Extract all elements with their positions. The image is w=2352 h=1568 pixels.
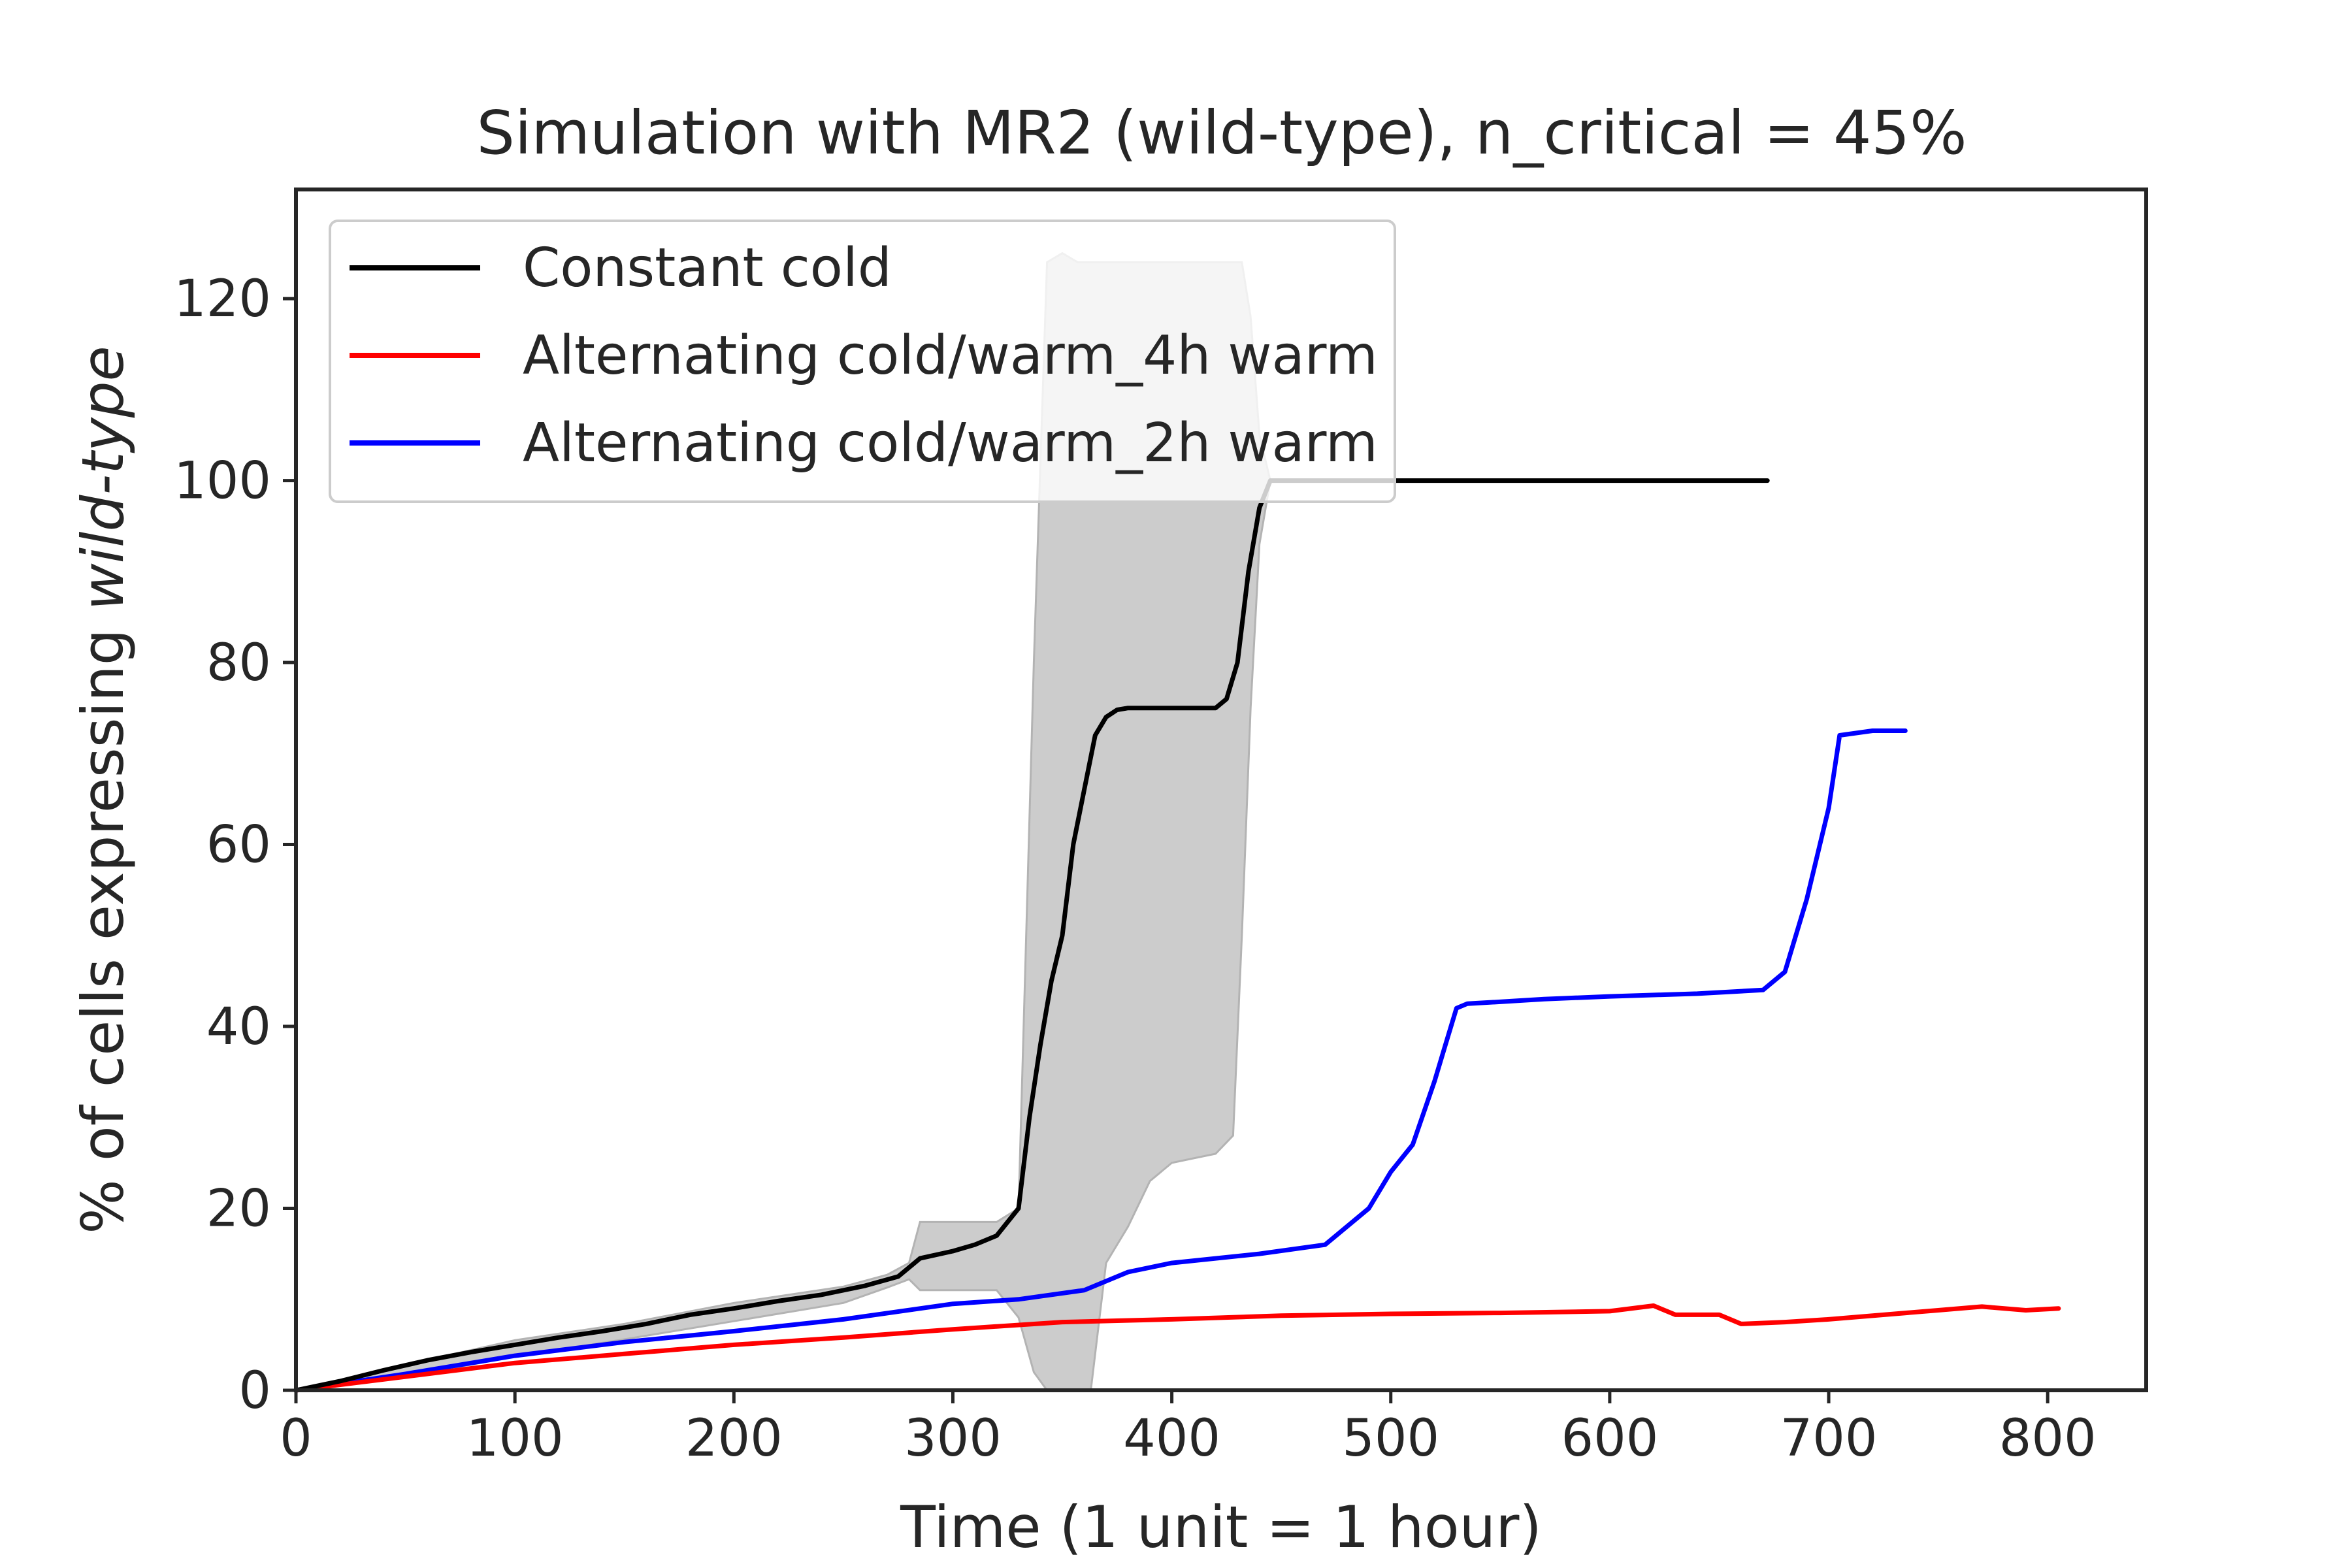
- y-axis-label-prefix: % of cells expressing: [69, 610, 137, 1233]
- x-tick-label: 0: [280, 1409, 312, 1468]
- y-axis-label-italic: wild-type: [69, 346, 137, 610]
- y-tick-label: 20: [206, 1180, 271, 1239]
- y-tick-label: 120: [174, 270, 271, 329]
- plot-area: [293, 252, 2061, 1393]
- y-tick-label: 100: [174, 452, 271, 511]
- x-axis: 0 100 200 300 400 500 600 700 800: [280, 1390, 2097, 1468]
- series-line-2: [293, 728, 1908, 1393]
- y-tick-label: 60: [206, 816, 271, 875]
- legend: Constant cold Alternating cold/warm_4h wa…: [329, 220, 1396, 503]
- series-line-1: [293, 1303, 2061, 1393]
- chart-title: Simulation with MR2 (wild-type), n_criti…: [476, 98, 1967, 168]
- series-layer: [293, 478, 2061, 1393]
- y-tick-label: 0: [238, 1362, 271, 1420]
- y-axis-label: % of cells expressing wild-type: [69, 346, 137, 1233]
- x-axis-label: Time (1 unit = 1 hour): [900, 1494, 1542, 1561]
- x-tick-label: 400: [1123, 1409, 1220, 1468]
- x-tick-label: 600: [1561, 1409, 1658, 1468]
- x-tick-label: 500: [1342, 1409, 1439, 1468]
- y-tick-label: 40: [206, 998, 271, 1056]
- legend-label-0: Constant cold: [523, 237, 892, 299]
- legend-label-2: Alternating cold/warm_2h warm: [523, 412, 1378, 474]
- x-tick-label: 800: [1999, 1409, 2097, 1468]
- plot-frame: [294, 188, 2148, 1392]
- x-tick-label: 300: [904, 1409, 1002, 1468]
- x-tick-label: 200: [685, 1409, 783, 1468]
- x-tick-label: 700: [1780, 1409, 1878, 1468]
- y-tick-label: 80: [206, 634, 271, 693]
- legend-label-1: Alternating cold/warm_4h warm: [523, 325, 1378, 387]
- y-axis: 0 20 40 60 80 100 120: [174, 270, 296, 1420]
- x-tick-label: 100: [466, 1409, 564, 1468]
- legend-box: [329, 220, 1396, 503]
- series-line-0: [293, 478, 1770, 1393]
